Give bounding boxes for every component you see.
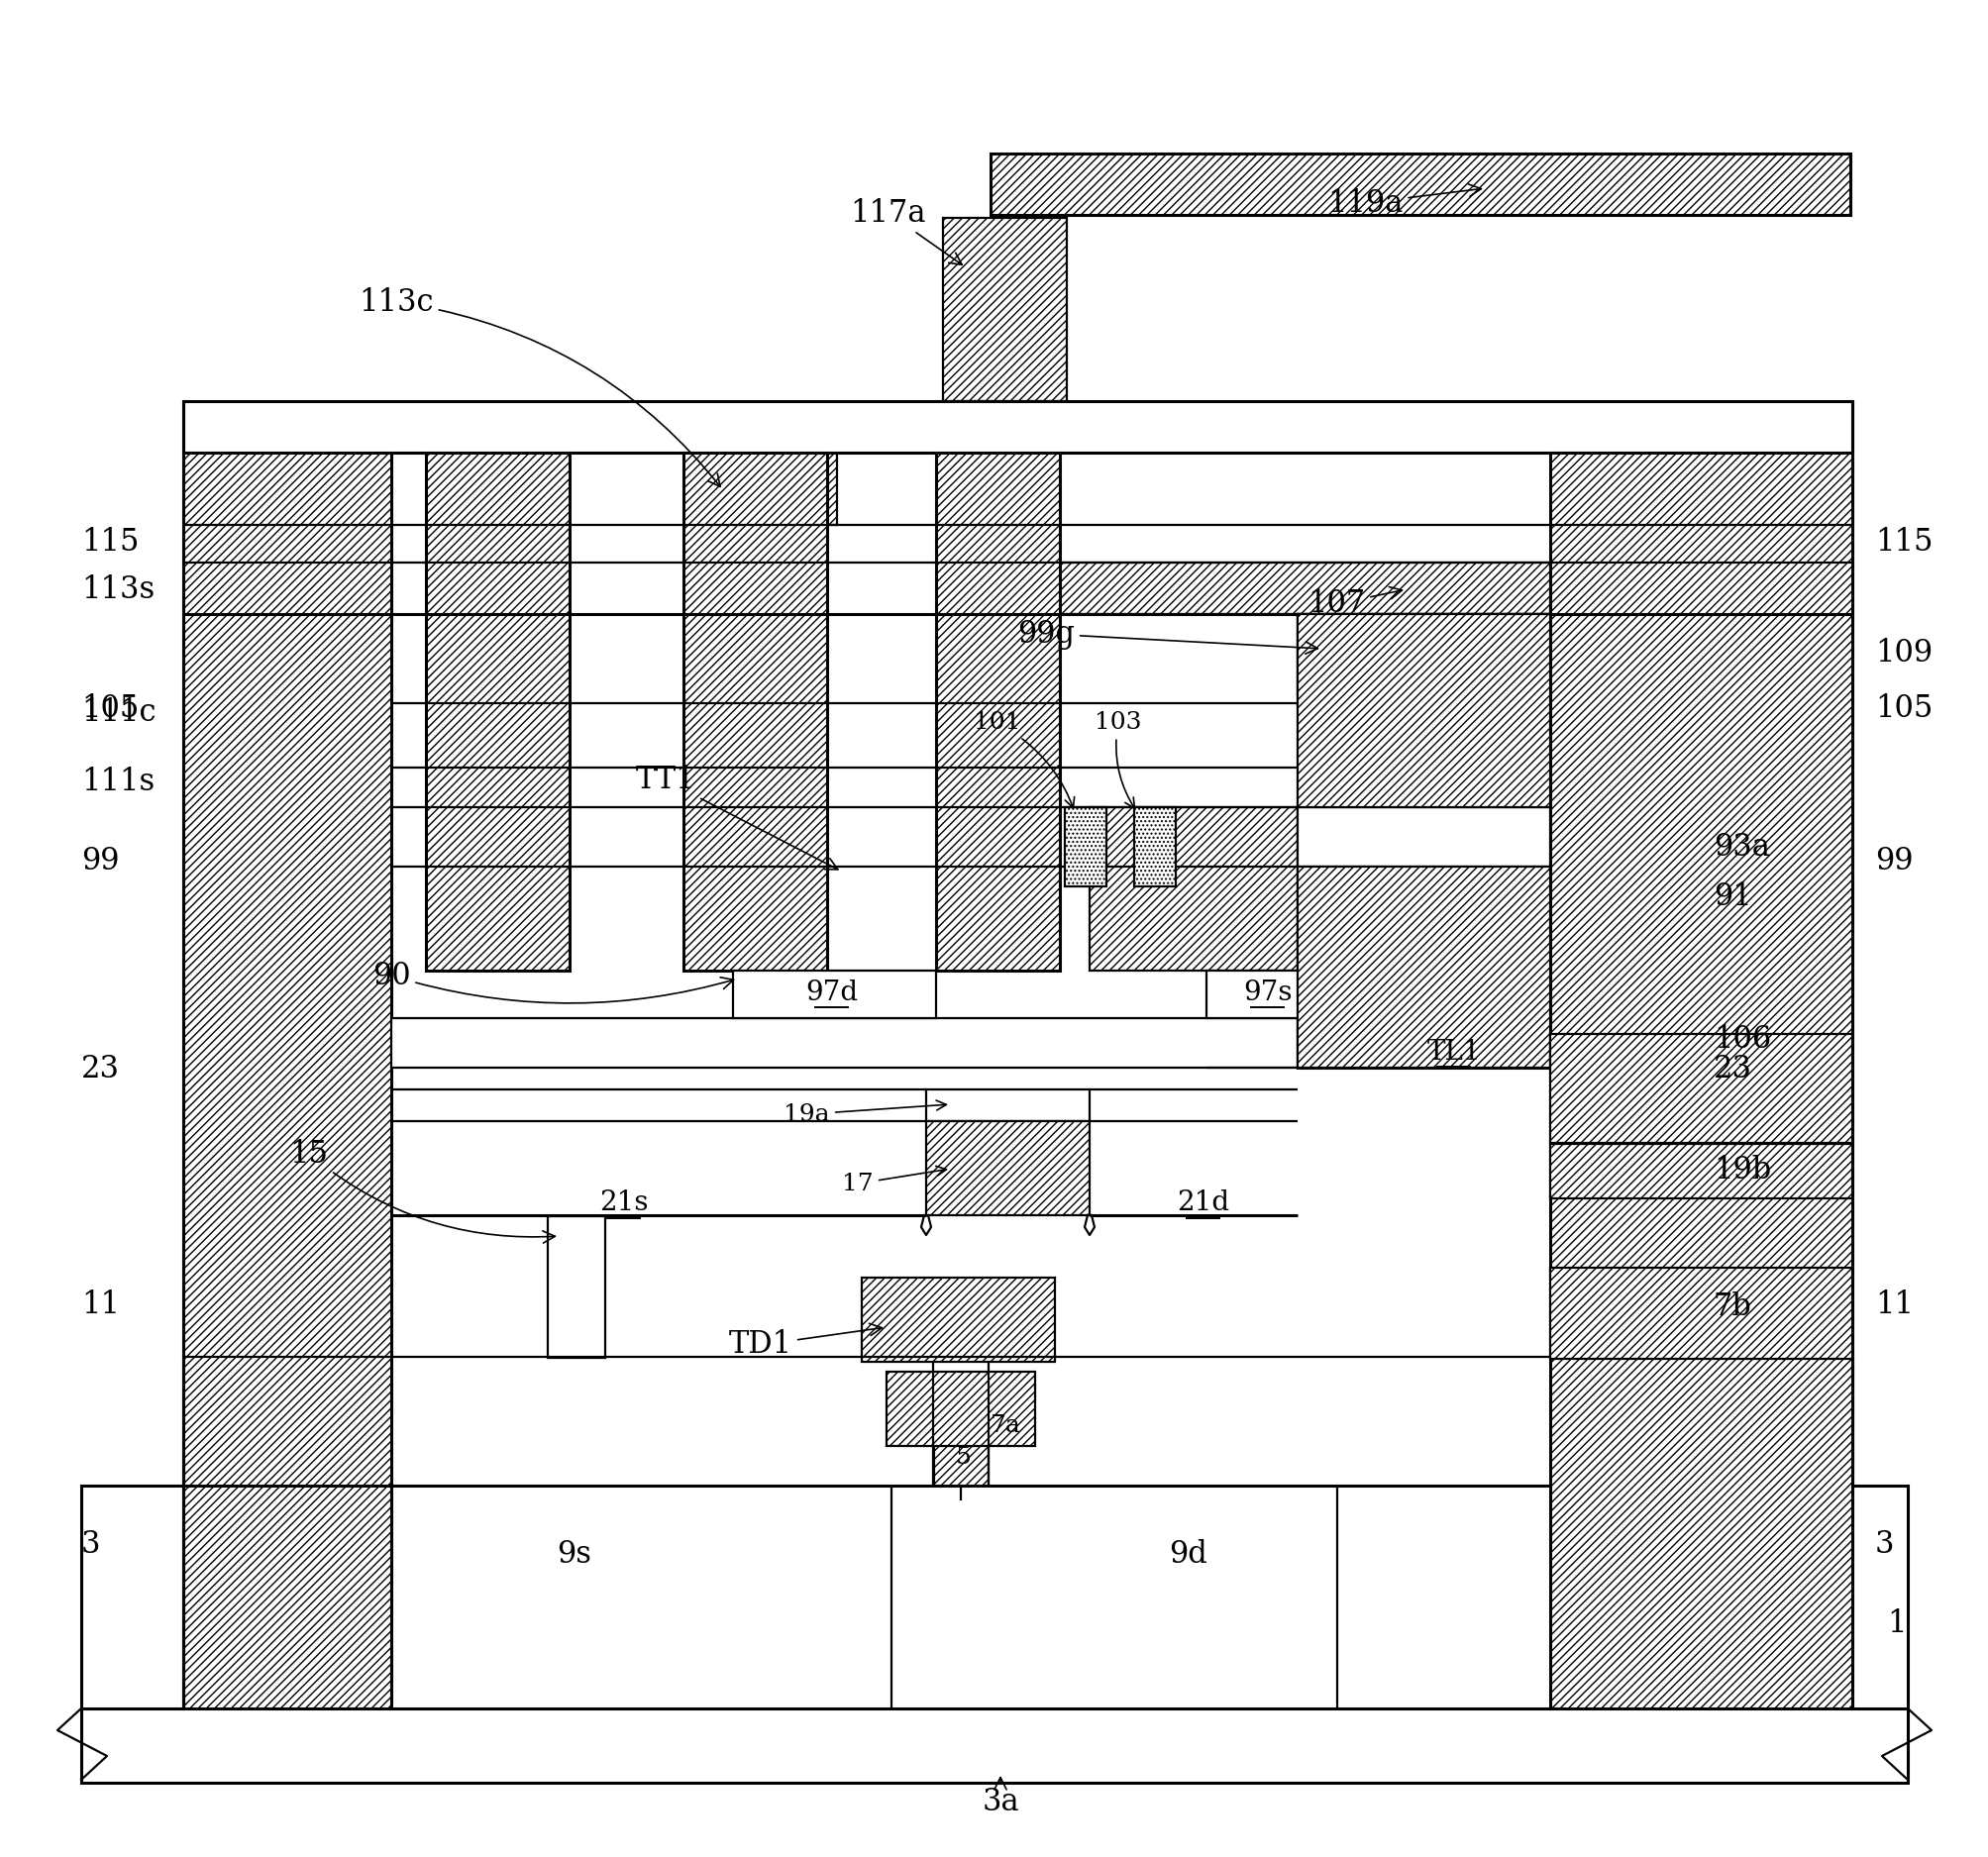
Bar	[861, 1278, 1054, 1361]
Bar	[1089, 808, 1296, 971]
Bar	[934, 1441, 988, 1500]
Text: 9s: 9s	[557, 1539, 592, 1571]
Text: 19a: 19a	[783, 1101, 946, 1125]
Bar	[1296, 808, 1549, 867]
Text: 97s: 97s	[1242, 979, 1292, 1006]
Text: 105: 105	[1875, 693, 1932, 724]
Text: 11: 11	[82, 1291, 119, 1320]
Text: 21s: 21s	[598, 1190, 648, 1216]
Text: 23: 23	[82, 1055, 119, 1084]
Text: 103: 103	[1093, 711, 1141, 808]
Text: 115: 115	[1875, 527, 1932, 559]
Text: 109: 109	[1875, 639, 1932, 669]
Bar	[1851, 1486, 1906, 1708]
Text: 105: 105	[82, 693, 139, 724]
Text: 23: 23	[1714, 1055, 1751, 1084]
Bar	[734, 971, 936, 1018]
Text: 99: 99	[82, 847, 119, 877]
Text: TD1: TD1	[728, 1324, 881, 1361]
Text: TT1: TT1	[636, 765, 837, 869]
Bar	[936, 453, 1060, 971]
Text: 21d: 21d	[1177, 1190, 1229, 1216]
Bar	[708, 453, 837, 526]
Bar	[183, 453, 392, 1708]
Bar	[1549, 453, 1851, 1708]
Text: 5: 5	[956, 1447, 970, 1469]
Bar	[990, 154, 1849, 215]
Text: 90: 90	[372, 960, 734, 1003]
Bar	[547, 1216, 604, 1357]
Text: 1: 1	[1887, 1608, 1905, 1640]
Bar	[926, 1122, 1089, 1214]
Text: TL1: TL1	[1425, 1038, 1481, 1066]
Text: 3: 3	[1875, 1530, 1893, 1560]
Bar	[1549, 1268, 1851, 1359]
Text: 3a: 3a	[982, 1777, 1018, 1818]
Text: 107: 107	[1306, 587, 1402, 620]
Text: 19b: 19b	[1714, 1155, 1771, 1187]
Text: 111s: 111s	[82, 767, 155, 799]
Bar	[1296, 615, 1549, 695]
Bar	[1549, 1034, 1851, 1142]
Text: 97d: 97d	[805, 979, 859, 1006]
Text: 11: 11	[1875, 1291, 1912, 1320]
Bar	[684, 453, 827, 971]
Bar	[887, 1372, 1034, 1447]
Text: 115: 115	[82, 527, 139, 559]
Text: 106: 106	[1714, 1025, 1771, 1055]
Bar	[1296, 867, 1549, 1068]
Bar	[926, 1090, 1089, 1122]
Text: 17: 17	[841, 1166, 946, 1194]
Bar	[392, 1018, 1296, 1068]
Text: 117a: 117a	[851, 197, 962, 266]
Bar	[1549, 1144, 1851, 1198]
Text: 111c: 111c	[82, 698, 155, 728]
Text: 113c: 113c	[358, 286, 720, 487]
Text: 7b: 7b	[1714, 1292, 1751, 1322]
Bar	[82, 1486, 183, 1708]
Text: 9d: 9d	[1169, 1539, 1207, 1571]
Bar	[942, 217, 1066, 401]
Text: 91: 91	[1714, 880, 1751, 912]
Text: 7a: 7a	[990, 1415, 1020, 1437]
Text: 3: 3	[82, 1530, 101, 1560]
Text: 15: 15	[290, 1138, 555, 1242]
Bar	[441, 453, 569, 526]
Bar	[183, 401, 1851, 453]
Text: 113s: 113s	[82, 574, 155, 605]
Text: 101: 101	[972, 711, 1074, 808]
Bar	[1296, 615, 1549, 1068]
Text: 99g: 99g	[1016, 618, 1318, 654]
Text: 99: 99	[1875, 847, 1912, 877]
Text: 93a: 93a	[1714, 832, 1769, 862]
Bar	[392, 1486, 1549, 1708]
Bar	[425, 453, 569, 971]
Bar	[990, 563, 1549, 615]
Bar	[1207, 971, 1334, 1018]
Bar	[1296, 615, 1549, 808]
Text: 119a: 119a	[1326, 184, 1481, 219]
Bar	[82, 1708, 1906, 1783]
Bar	[1064, 808, 1105, 886]
Bar	[1133, 808, 1175, 886]
